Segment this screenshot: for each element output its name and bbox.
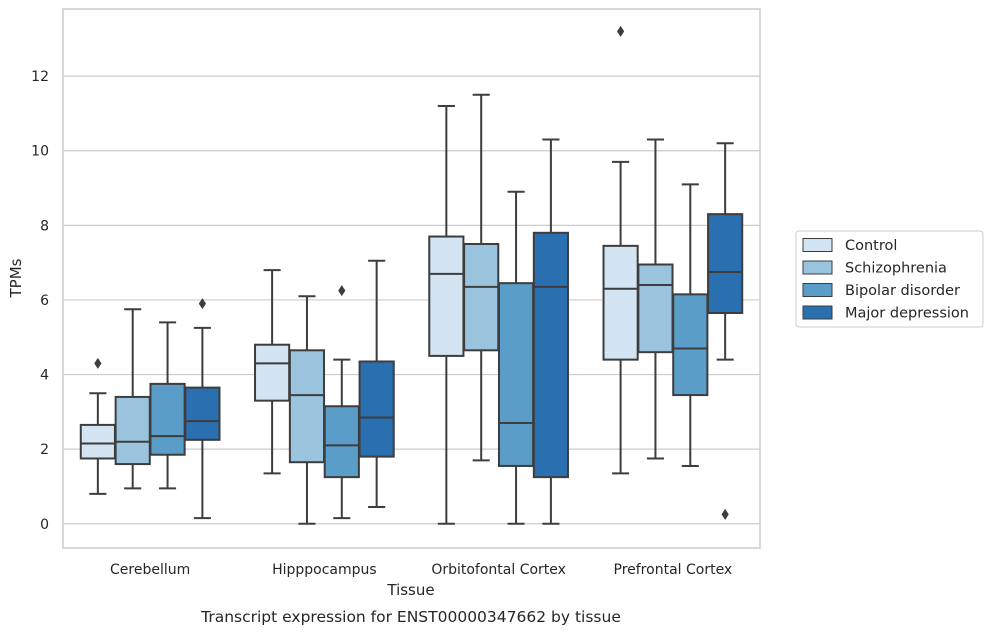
box-body <box>532 231 569 479</box>
legend-label: Bipolar disorder <box>845 283 960 299</box>
legend: Control Schizophrenia Bipolar disorder Majo… <box>795 230 984 328</box>
x-tick-label: Cerebellum <box>110 562 190 578</box>
box-body <box>79 423 116 460</box>
box-1-3 <box>358 259 395 508</box>
legend-swatch <box>802 305 833 320</box>
box-1-0 <box>254 269 291 475</box>
legend-swatch <box>802 238 833 252</box>
y-tick-label: 10 <box>31 144 49 160</box>
outlier-point <box>94 357 102 369</box>
box-3-2 <box>672 183 709 467</box>
y-tick-label: 6 <box>40 293 49 309</box>
x-tick-label: Orbitofontal Cortex <box>431 562 566 578</box>
legend-frame <box>795 230 984 328</box>
legend-item: Control <box>802 238 897 254</box>
y-tick-label: 2 <box>40 442 49 458</box>
box-0-3 <box>184 298 221 520</box>
box-3-3 <box>707 142 744 520</box>
box-body <box>323 405 360 479</box>
x-tick-label: Prefrontal Cortex <box>614 562 733 578</box>
box-body <box>672 293 709 397</box>
legend-swatch <box>802 283 833 297</box>
box-3-1 <box>637 138 674 460</box>
box-2-1 <box>463 93 500 462</box>
y-axis-label: TPMs <box>7 258 25 298</box>
x-tick-label: Hipppocampus <box>272 562 377 578</box>
legend-item: Schizophrenia <box>802 260 947 277</box>
outlier-point <box>198 298 206 310</box>
box-body <box>184 386 221 441</box>
legend-label: Major depression <box>845 306 969 322</box>
box-body <box>254 343 291 402</box>
outlier-point <box>338 285 346 297</box>
legend-swatch <box>802 260 833 275</box>
box-2-3 <box>532 138 569 525</box>
box-body <box>707 213 744 315</box>
box-2-2 <box>497 190 535 525</box>
legend-item: Major depression <box>802 305 969 322</box>
box-body <box>114 395 151 466</box>
chart-caption: Transcript expression for ENST0000034766… <box>200 608 621 626</box>
legend-label: Control <box>845 238 897 254</box>
x-tick-labels: Cerebellum Hipppocampus Orbitofontal Corte… <box>110 562 732 578</box>
plot-frame <box>62 8 761 549</box>
y-tick-labels: 0 2 4 6 8 10 12 <box>31 69 49 533</box>
box-body <box>288 349 326 464</box>
box-1-1 <box>288 295 326 525</box>
box-3-0 <box>602 25 639 475</box>
y-tick-label: 8 <box>40 218 49 234</box>
box-body <box>637 263 674 354</box>
outlier-point <box>617 25 625 37</box>
x-axis-label: Tissue <box>386 581 434 599</box>
box-body <box>497 282 535 467</box>
boxes-layer <box>79 25 744 525</box>
y-tick-label: 12 <box>31 69 49 85</box>
y-tick-label: 0 <box>40 517 49 533</box>
box-body <box>358 360 395 458</box>
box-body <box>428 235 465 357</box>
outlier-point <box>721 508 729 520</box>
y-tick-label: 4 <box>40 368 49 384</box>
legend-label: Schizophrenia <box>845 261 947 277</box>
box-body <box>463 242 500 352</box>
box-1-2 <box>323 285 360 520</box>
legend-item: Bipolar disorder <box>802 283 960 299</box>
box-body <box>602 244 639 361</box>
box-body <box>149 382 186 456</box>
